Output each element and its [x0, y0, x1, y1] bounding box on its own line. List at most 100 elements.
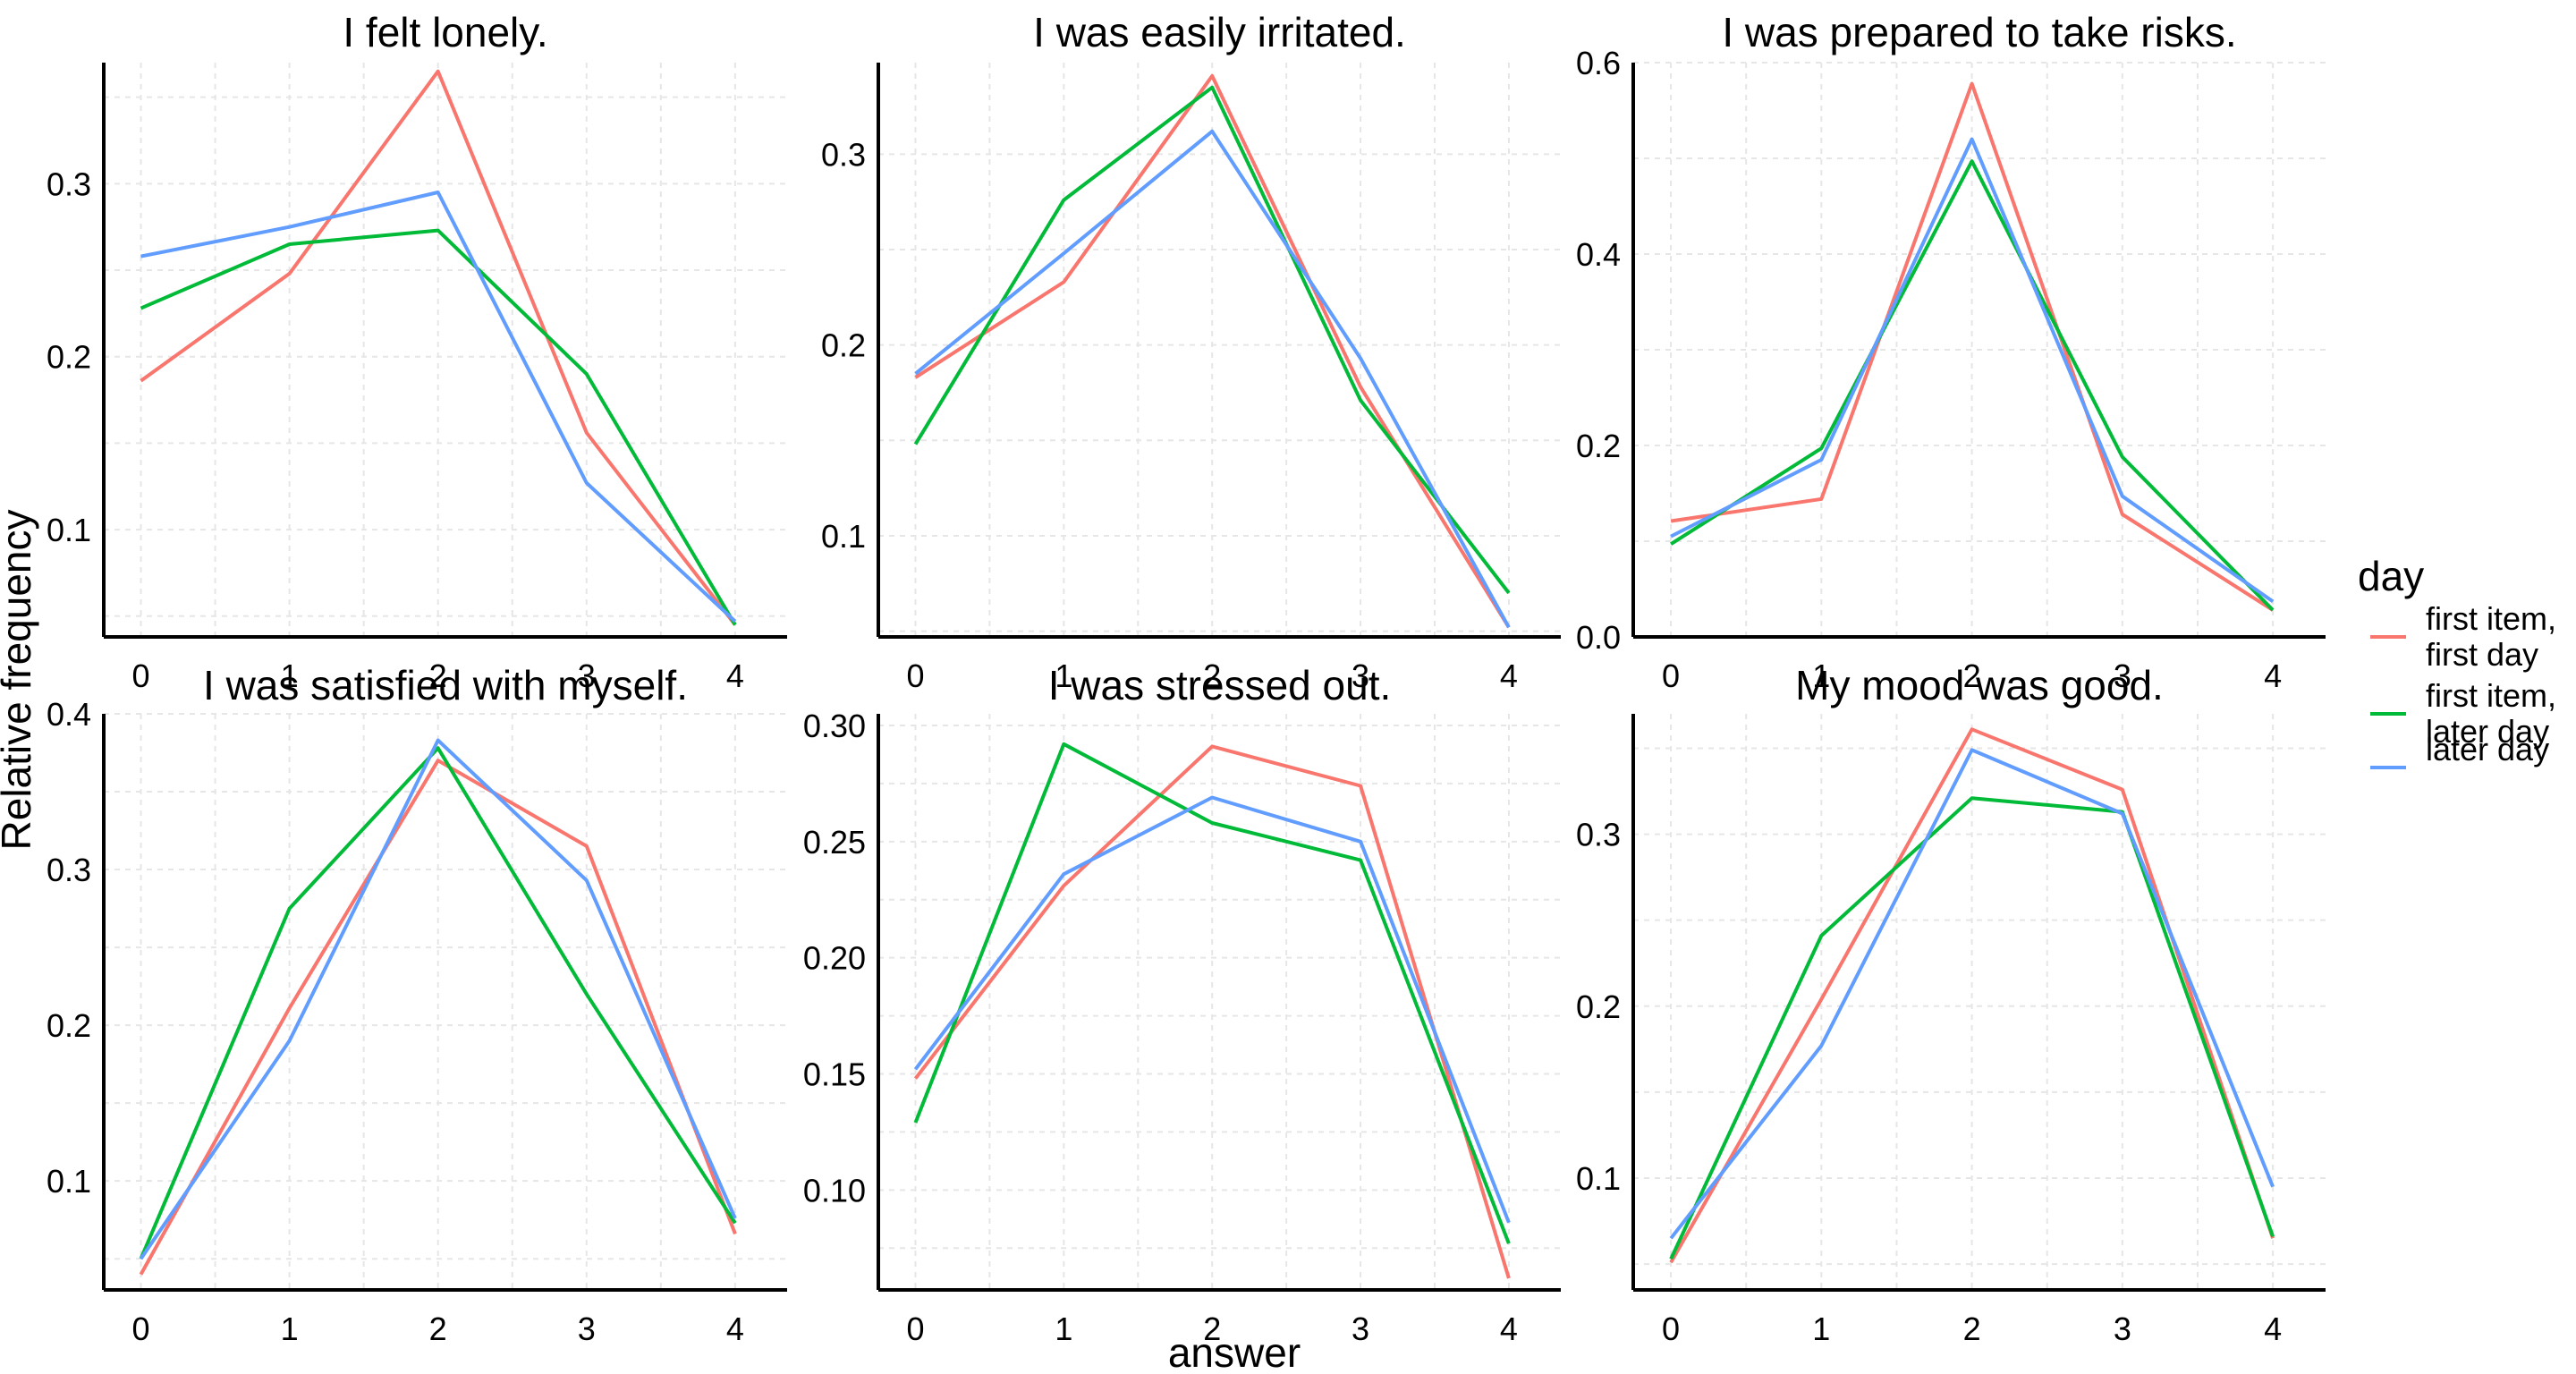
panel-6: 0.1 0.2 0.3 0 1 2 3 4 My mood was good. — [1576, 662, 2326, 1347]
x-tick-label: 0 — [906, 1310, 924, 1347]
x-tick-label: 3 — [578, 1310, 596, 1347]
x-tick-label: 0 — [132, 657, 150, 694]
x-tick-label: 4 — [726, 657, 744, 694]
y-tick-label: 0.2 — [47, 1007, 91, 1044]
x-tick-label: 4 — [726, 1310, 744, 1347]
x-tick-label: 1 — [1055, 1310, 1072, 1347]
x-tick-label: 4 — [1500, 657, 1518, 694]
y-tick-label: 0.2 — [1576, 988, 1621, 1025]
y-tick-label: 0.1 — [821, 518, 866, 555]
series-line-first-later — [913, 742, 1511, 1244]
legend-label: first item, — [2426, 600, 2556, 637]
legend-entry-later: later day — [2370, 731, 2549, 769]
x-tick-label: 2 — [429, 657, 447, 694]
x-tick-label: 2 — [1963, 657, 1981, 694]
y-tick-label: 0.2 — [1576, 428, 1621, 464]
x-tick-label: 1 — [1812, 657, 1830, 694]
x-tick-label: 1 — [1812, 1310, 1830, 1347]
x-tick-label: 3 — [2114, 1310, 2131, 1347]
x-tick-label: 3 — [578, 657, 596, 694]
x-tick-label: 0 — [1662, 657, 1680, 694]
panel-grid — [1633, 714, 2326, 1290]
axes-titles: answer Relative frequency — [0, 510, 1301, 1374]
series-line-first-later — [1670, 159, 2275, 612]
y-tick-label: 0.2 — [821, 327, 866, 364]
series-line-first-first — [913, 744, 1511, 1279]
y-tick-label: 0.10 — [803, 1172, 866, 1209]
x-tick-label: 0 — [1662, 1310, 1680, 1347]
panels-layer: 0.10.20.30 1 2 3 4I felt lonely.0.10.20.30 1 2… — [47, 9, 2326, 1347]
legend-label: later day — [2426, 713, 2549, 750]
y-tick-label: 0.1 — [47, 1163, 91, 1200]
panel-3: 0.0 0.2 0.4 0.6 0 1 2 3 4 I was prepared to take … — [1576, 9, 2326, 694]
x-axis-title: answer — [1168, 1329, 1301, 1374]
x-tick-label: 2 — [429, 1310, 447, 1347]
legend-label: first day — [2426, 636, 2538, 673]
panel-grid — [1633, 62, 2326, 638]
y-tick-label: 0.4 — [47, 696, 91, 733]
x-tick-label: 2 — [1203, 1310, 1221, 1347]
x-tick-label: 2 — [1203, 657, 1221, 694]
panel-5: 0.10 0.15 0.20 0.25 0.30 0 1 2 3 4 I was stressed … — [803, 662, 1561, 1347]
panel-grid — [878, 63, 1561, 637]
y-tick-label: 0.4 — [1576, 236, 1621, 273]
x-tick-label: 4 — [2264, 1310, 2282, 1347]
y-tick-label: 0.30 — [803, 708, 866, 744]
y-tick-label: 0.0 — [1576, 619, 1621, 656]
legend-entry-first-first: first item,first day — [2370, 600, 2556, 673]
series-line-first-first — [914, 73, 1511, 629]
y-tick-label: 0.25 — [803, 824, 866, 861]
series-line-first-later — [140, 228, 737, 626]
y-tick-label: 0.3 — [47, 852, 91, 888]
panel-title: My mood was good. — [1795, 662, 2164, 708]
series-line-first-later — [1669, 796, 2275, 1260]
x-tick-label: 1 — [281, 657, 299, 694]
panel-4: 0.1 0.2 0.3 0.4 0 1 2 3 4 I was satisfied with my… — [47, 662, 787, 1347]
y-tick-label: 0.1 — [47, 512, 91, 548]
series-line-later — [913, 795, 1511, 1224]
series-line-later — [139, 738, 737, 1260]
panel-title: I was prepared to take risks. — [1722, 9, 2236, 55]
x-tick-label: 0 — [906, 657, 924, 694]
x-tick-label: 4 — [1500, 1310, 1518, 1347]
panel-2: 0.1 0.2 0.3 0 1 2 3 4 I was easily irritated. — [821, 9, 1561, 694]
y-tick-label: 0.20 — [803, 940, 866, 977]
panel-title: I was easily irritated. — [1033, 9, 1406, 55]
x-tick-label: 3 — [1352, 1310, 1369, 1347]
y-tick-label: 0.6 — [1576, 45, 1621, 81]
panel-title: I was stressed out. — [1048, 662, 1392, 708]
y-tick-label: 0.15 — [803, 1056, 866, 1093]
series-line-later — [914, 129, 1511, 629]
legend-label: first item, — [2426, 677, 2556, 714]
x-tick-label: 3 — [1352, 657, 1369, 694]
x-tick-label: 3 — [2114, 657, 2131, 694]
panel-grid — [104, 63, 787, 637]
y-tick-label: 0.3 — [1576, 817, 1621, 853]
panel-title: I felt lonely. — [343, 9, 547, 55]
y-tick-label: 0.3 — [821, 136, 866, 173]
x-tick-label: 1 — [1055, 657, 1072, 694]
legend-label: later day — [2426, 731, 2549, 768]
panel-grid — [104, 713, 787, 1290]
x-tick-label: 1 — [281, 1310, 299, 1347]
series-line-first-later — [139, 746, 737, 1260]
series-line-later — [140, 191, 737, 623]
series-line-first-first — [139, 759, 737, 1276]
series-line-first-first — [140, 69, 737, 626]
x-tick-label: 2 — [1963, 1310, 1981, 1347]
panel-1: 0.1 0.2 0.3 0 1 2 3 4 I felt lonely. — [47, 9, 787, 694]
legend-entry-first-later: first item,later day — [2370, 677, 2556, 750]
series-line-first-later — [913, 85, 1511, 595]
y-tick-label: 0.1 — [1576, 1160, 1621, 1197]
series-line-later — [1669, 748, 2275, 1240]
y-axis-title: Relative frequency — [0, 510, 39, 851]
y-tick-label: 0.3 — [47, 165, 91, 202]
series-line-later — [1670, 137, 2275, 604]
panel-title: I was satisfied with myself. — [203, 662, 688, 708]
series-line-first-first — [1670, 81, 2275, 612]
x-tick-label: 4 — [2264, 657, 2282, 694]
y-tick-label: 0.2 — [47, 339, 91, 376]
